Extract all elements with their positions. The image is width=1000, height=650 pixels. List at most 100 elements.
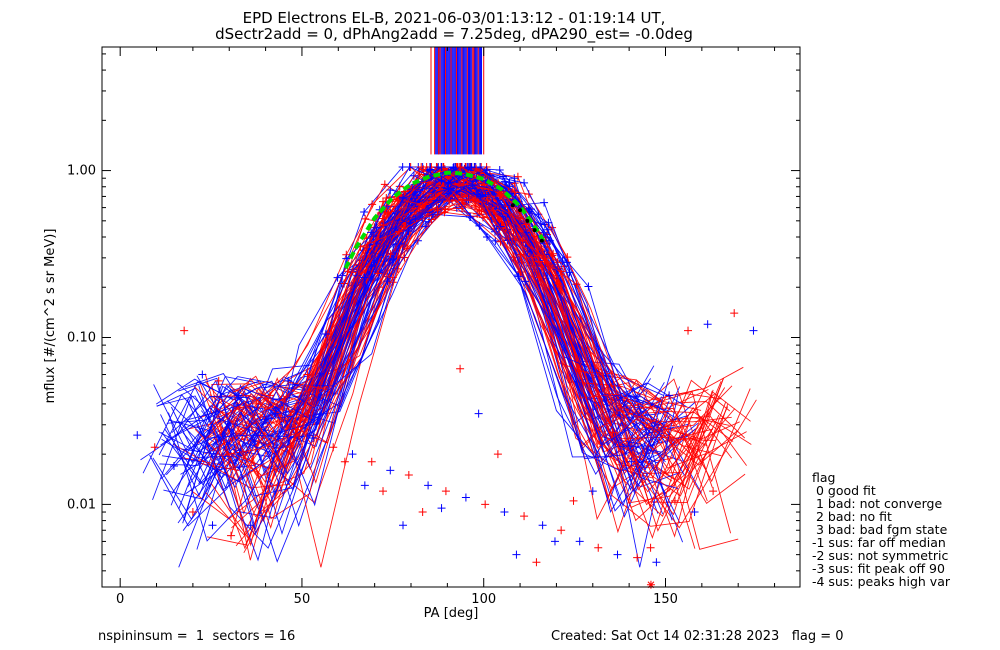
outlier-point: [284, 376, 293, 385]
red-data-point: [427, 215, 436, 224]
red-data-point: [534, 257, 543, 266]
x-tick-label: 0: [116, 592, 124, 607]
black-data-point: [532, 228, 537, 233]
outlier-point: [234, 391, 243, 400]
blue-data-point: [476, 163, 485, 172]
outlier-point: [360, 481, 369, 490]
red-data-point: [368, 200, 377, 209]
blue-data-point: [545, 236, 554, 245]
red-data-point: [373, 269, 382, 278]
red-series-line: [205, 183, 746, 536]
outlier-point: [246, 521, 255, 530]
legend-item: 0 good fit: [812, 483, 876, 498]
blue-data-point: [398, 163, 407, 172]
red-series-line: [230, 168, 732, 470]
outlier-point: [474, 409, 483, 418]
outlier-point: [481, 500, 490, 509]
red-data-point: [386, 250, 395, 259]
red-series-line: [228, 166, 730, 539]
outlier-point: [404, 471, 413, 480]
outlier-point: [265, 391, 274, 400]
red-data-point: [395, 227, 404, 236]
outlier-point: [512, 550, 521, 559]
outlier-point: [424, 481, 433, 490]
legend-item: -4 sus: peaks high var: [812, 574, 951, 589]
red-data-point: [516, 268, 525, 277]
outlier-point: [321, 329, 330, 338]
red-data-point: [553, 279, 562, 288]
outlier-point: [291, 425, 300, 434]
red-data-point: [489, 206, 498, 215]
y-axis-ticks: 0.01 0.10 1.00: [67, 53, 800, 572]
blue-data-point: [498, 172, 507, 181]
outlier-point: [588, 487, 597, 496]
footer-right: Created: Sat Oct 14 02:31:28 2023 flag =…: [551, 629, 844, 644]
black-data-point: [518, 208, 523, 213]
legend-item: -1 sus: far off median: [812, 535, 946, 550]
outlier-point: [627, 457, 636, 466]
outlier-point: [150, 443, 159, 452]
blue-data-point: [526, 205, 535, 214]
blue-data-point: [360, 273, 369, 282]
series-layer: [133, 163, 758, 589]
outlier-point: [348, 450, 357, 459]
blue-series-line: [164, 184, 666, 486]
outlier-point: [379, 487, 388, 496]
blue-data-point: [482, 233, 491, 242]
blue-data-point: [411, 215, 420, 224]
red-series-line: [229, 166, 732, 534]
red-data-point: [516, 251, 525, 260]
blue-series-line: [170, 179, 673, 521]
y-axis-label: mflux [#/(cm^2 s sr MeV)]: [43, 229, 58, 404]
outlier-point: [646, 543, 655, 552]
red-data-point: [433, 206, 442, 215]
blue-data-point: [503, 209, 512, 218]
blue-data-point: [468, 180, 477, 189]
outlier-point: [670, 496, 679, 505]
outlier-point: [437, 504, 446, 513]
blue-data-point: [565, 268, 574, 277]
legend-item: 1 bad: not converge: [812, 496, 942, 511]
blue-data-point: [437, 163, 446, 172]
blue-data-point: [475, 221, 484, 230]
outlier-point: [180, 326, 189, 335]
legend-title: flag: [812, 470, 835, 485]
x-tick-label: 50: [294, 592, 311, 607]
fit-curve: [343, 170, 548, 270]
outlier-point: [575, 537, 584, 546]
red-data-point: [572, 280, 581, 289]
outlier-point: [133, 431, 142, 440]
red-data-point: [457, 195, 466, 204]
blue-data-point: [342, 254, 351, 263]
outlier-point: [441, 487, 450, 496]
outlier-point: [198, 370, 207, 379]
outlier-point: [329, 443, 338, 452]
blue-series-line: [153, 166, 655, 464]
red-series-line: [214, 183, 716, 491]
outlier-point: [709, 487, 718, 496]
blue-data-point: [520, 178, 529, 187]
red-data-point: [513, 172, 522, 181]
red-data-point: [510, 188, 519, 197]
blue-data-point: [544, 218, 553, 227]
outlier-point: [456, 364, 465, 373]
outlier-point: [214, 376, 223, 385]
blue-data-point: [409, 171, 418, 180]
outlier-point: [569, 496, 578, 505]
red-series-line: [230, 183, 733, 538]
outlier-point: [690, 508, 699, 517]
red-data-point: [379, 221, 388, 230]
blue-data-point: [399, 194, 408, 203]
flag-legend: flag 0 good fit 1 bad: not converge 2 ba…: [812, 470, 951, 589]
outlier-point: [538, 521, 547, 530]
red-data-point: [495, 190, 504, 199]
blue-data-point: [367, 228, 376, 237]
outlier-point: [493, 450, 502, 459]
legend-item: 2 bad: no fit: [812, 509, 892, 524]
outlier-point: [252, 399, 261, 408]
black-data-point: [539, 238, 544, 243]
red-data-point: [483, 196, 492, 205]
blue-data-point: [430, 188, 439, 197]
blue-data-point: [405, 163, 414, 172]
